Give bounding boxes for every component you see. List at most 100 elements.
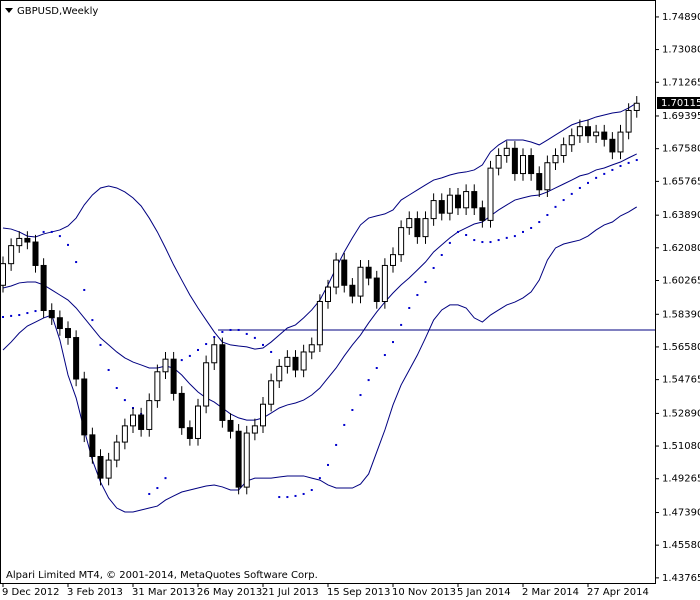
sar-dot xyxy=(383,354,386,357)
sar-dot xyxy=(2,316,4,319)
bollinger-band xyxy=(2,153,637,421)
candle-body xyxy=(268,380,275,405)
candle-body xyxy=(536,173,543,191)
sar-dot xyxy=(188,354,191,357)
sar-dot xyxy=(75,261,78,264)
sar-dot xyxy=(424,281,427,284)
sar-dot xyxy=(164,477,167,480)
x-tick-label: 15 Sep 2013 xyxy=(327,587,390,598)
sar-dot xyxy=(562,199,565,202)
candle-body xyxy=(81,378,88,436)
sar-dot xyxy=(473,239,476,242)
sar-dot xyxy=(343,423,346,426)
candle-body xyxy=(471,191,478,209)
candle-body xyxy=(503,147,510,157)
sar-dot xyxy=(432,266,435,269)
candle-body xyxy=(316,301,323,346)
sar-dot xyxy=(180,359,183,362)
sar-dot xyxy=(310,489,313,492)
sar-dot xyxy=(245,332,248,335)
y-tick-label: 1.63890 xyxy=(662,210,700,221)
candle-body xyxy=(487,167,494,221)
candle-body xyxy=(227,419,234,432)
sar-dot xyxy=(83,288,86,291)
chart-title: GBPUSD,Weekly xyxy=(17,6,98,17)
sar-dot xyxy=(67,243,69,246)
candle-body xyxy=(479,207,486,221)
candle-body xyxy=(520,155,526,175)
candle-body xyxy=(211,344,218,364)
candle-body xyxy=(576,126,583,137)
candle-body xyxy=(178,392,185,429)
candle-body xyxy=(243,432,250,488)
candle-body xyxy=(73,337,80,380)
sar-dot xyxy=(50,230,53,233)
candle-body xyxy=(390,254,396,266)
sar-dot xyxy=(619,164,622,167)
candle-body xyxy=(333,259,340,288)
y-tick-label: 1.45580 xyxy=(662,540,700,551)
candle-body xyxy=(528,155,535,175)
sar-dot xyxy=(359,394,362,397)
sar-dot xyxy=(294,494,297,497)
candle-body xyxy=(113,441,120,461)
sar-dot xyxy=(375,367,378,370)
sar-dot xyxy=(505,236,508,239)
y-tick-label: 1.54765 xyxy=(662,375,700,386)
sar-dot xyxy=(635,159,638,162)
candle-body xyxy=(365,266,372,279)
sar-dot xyxy=(34,310,37,313)
y-tick-label: 1.58390 xyxy=(662,309,700,320)
candle-body xyxy=(381,264,388,303)
y-tick-label: 1.62080 xyxy=(662,243,700,254)
sar-dot xyxy=(229,328,232,331)
sar-dot xyxy=(278,496,281,499)
sar-dot xyxy=(351,408,354,411)
sar-dot xyxy=(392,341,394,344)
sar-dot xyxy=(448,241,451,244)
sar-dot xyxy=(400,323,403,326)
candle-body xyxy=(585,126,591,137)
sar-dot xyxy=(440,254,443,257)
candle-body xyxy=(609,138,616,153)
sar-dot xyxy=(408,306,411,309)
candle-body xyxy=(8,245,15,265)
x-tick-label: 5 Jan 2014 xyxy=(457,587,511,598)
y-tick-label: 1.67580 xyxy=(662,144,700,155)
bid-label: 1.70115 xyxy=(661,98,700,109)
sar-dot xyxy=(123,399,126,402)
sar-dot xyxy=(286,496,289,499)
candle-body xyxy=(203,362,210,407)
menu-arrow[interactable] xyxy=(5,8,13,13)
candle-body xyxy=(633,102,640,111)
candle-body xyxy=(357,266,364,297)
candle-body xyxy=(276,365,283,382)
candle-body xyxy=(398,227,405,256)
candle-body xyxy=(284,356,291,367)
sar-dot xyxy=(587,181,589,184)
y-tick-label: 1.56580 xyxy=(662,342,700,353)
candle-body xyxy=(121,425,128,443)
candle-body xyxy=(601,131,608,140)
x-tick-label: 3 Feb 2013 xyxy=(67,587,123,598)
sar-dot xyxy=(91,319,94,322)
candle-body xyxy=(24,237,31,243)
y-tick-label: 1.69395 xyxy=(662,111,700,122)
candle-body xyxy=(593,131,600,137)
x-tick-label: 10 Nov 2013 xyxy=(392,587,456,598)
candle-body xyxy=(40,264,47,312)
sar-dot xyxy=(318,477,321,480)
candle-body xyxy=(414,218,421,238)
candle-body xyxy=(97,455,104,479)
sar-dot xyxy=(538,221,541,224)
candle-body xyxy=(422,218,429,238)
y-tick-label: 1.49265 xyxy=(662,474,700,485)
sar-dot xyxy=(497,239,500,242)
candle-body xyxy=(56,317,63,330)
bollinger-band xyxy=(2,206,638,513)
y-tick-label: 1.43765 xyxy=(662,573,700,584)
sar-dot xyxy=(627,161,630,164)
candle-body xyxy=(308,344,315,353)
y-tick-label: 1.52890 xyxy=(662,408,700,419)
candle-body xyxy=(292,356,299,371)
